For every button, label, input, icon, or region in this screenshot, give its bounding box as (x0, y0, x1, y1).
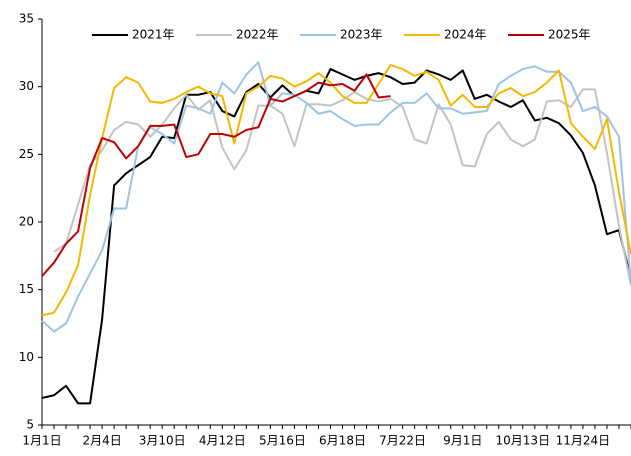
series-line (53, 88, 631, 286)
x-tick-label: 4月12日 (199, 434, 246, 448)
y-tick-label: 30 (19, 79, 34, 93)
y-tick-label: 35 (19, 12, 34, 26)
x-tick-label: 1月1日 (22, 434, 61, 448)
y-tick-label: 25 (19, 147, 34, 161)
y-tick-label: 15 (19, 282, 34, 296)
y-tick-label: 5 (26, 418, 34, 432)
x-tick-label: 3月10日 (139, 434, 186, 448)
series-line (41, 73, 391, 277)
y-tick-label: 20 (19, 215, 34, 229)
legend-label: 2024年 (444, 28, 487, 42)
y-tick-label: 10 (19, 350, 34, 364)
x-tick-label: 5月16日 (259, 434, 306, 448)
x-tick-label: 6月18日 (319, 434, 366, 448)
legend-label: 2021年 (132, 28, 175, 42)
x-tick-label: 11月24日 (556, 434, 611, 448)
series-line (41, 64, 631, 317)
legend-label: 2022年 (236, 28, 279, 42)
x-tick-label: 2月4日 (82, 434, 121, 448)
legend-label: 2023年 (340, 28, 383, 42)
x-tick-label: 10月13日 (496, 434, 551, 448)
x-tick-label: 9月1日 (443, 434, 482, 448)
x-tick-label: 7月22日 (379, 434, 426, 448)
series-line (41, 68, 631, 405)
legend-label: 2025年 (548, 28, 591, 42)
